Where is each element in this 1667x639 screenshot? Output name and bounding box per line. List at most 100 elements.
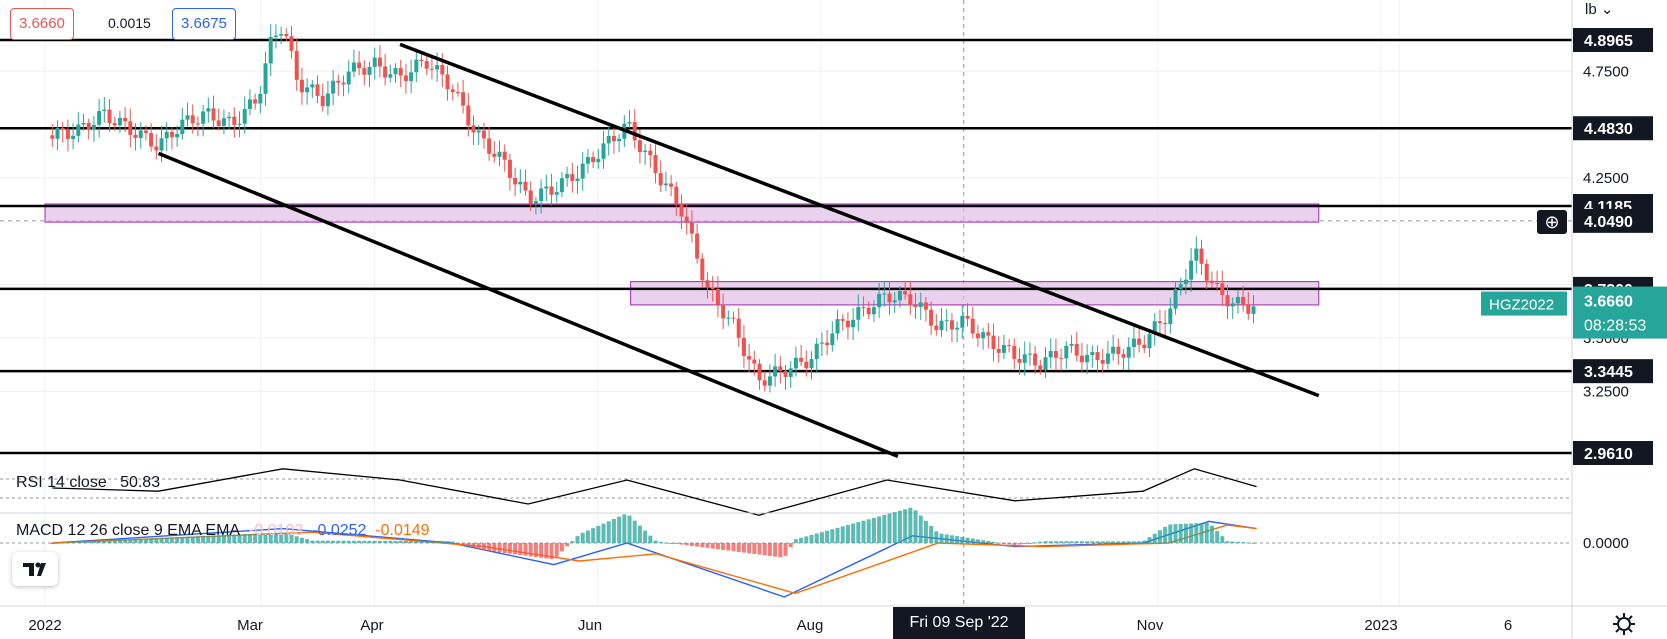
candle-up (268, 36, 273, 64)
price-level-badge (1573, 441, 1653, 465)
macd-histogram-bar (611, 518, 616, 543)
macd-histogram-bar (986, 540, 991, 543)
macd-histogram-bar (648, 535, 653, 543)
macd-histogram-bar (799, 537, 804, 543)
macd-histogram-bar (76, 541, 81, 543)
candle-down (736, 318, 741, 338)
macd-histogram-bar (164, 537, 169, 543)
macd-histogram-bar (580, 532, 585, 543)
macd-histogram-bar (825, 530, 830, 543)
candle-up (814, 343, 819, 359)
candle-down (783, 370, 788, 377)
macd-histogram-bar (975, 539, 980, 543)
candle-up (944, 320, 949, 322)
macd-histogram-bar (1033, 542, 1038, 544)
macd-histogram-bar (882, 514, 887, 543)
candle-down (398, 68, 403, 76)
macd-histogram-bar (554, 543, 559, 557)
candle-up (1043, 357, 1048, 371)
macd-histogram-bar (934, 531, 939, 543)
macd-histogram-bar (237, 534, 242, 543)
candle-down (1116, 346, 1121, 355)
time-tick-label: Mar (237, 617, 263, 634)
candle-down (419, 59, 424, 62)
macd-histogram-bar (1183, 523, 1188, 543)
candle-up (539, 188, 544, 202)
candle-up (1105, 353, 1110, 364)
macd-histogram-bar (466, 543, 471, 546)
candle-down (60, 127, 65, 130)
macd-histogram-bar (247, 533, 252, 543)
rsi-legend: RSI 14 close 50.83 (16, 474, 160, 492)
candle-up (227, 116, 232, 119)
candle-down (1225, 295, 1230, 307)
settings-gear-icon[interactable] (1612, 612, 1636, 636)
candle-up (164, 131, 169, 139)
macd-histogram-bar (102, 540, 107, 543)
candle-down (705, 280, 710, 288)
candle-up (981, 332, 986, 339)
macd-histogram-bar (923, 520, 928, 543)
add-crosshair-icon[interactable]: ⊕ (1537, 210, 1567, 234)
tradingview-logo[interactable] (12, 552, 58, 586)
macd-histogram-bar (700, 543, 705, 548)
macd-histogram-bar (741, 543, 746, 553)
candle-down (840, 319, 845, 321)
candle-down (632, 122, 637, 141)
candle-up (596, 158, 601, 163)
macd-histogram-bar (393, 540, 398, 543)
macd-histogram-bar (133, 539, 138, 543)
candle-down (1199, 248, 1204, 264)
macd-histogram-bar (97, 540, 102, 543)
macd-histogram-bar (705, 543, 710, 548)
macd-histogram-bar (939, 533, 944, 543)
macd-histogram-bar (949, 535, 954, 543)
macd-histogram-bar (679, 543, 684, 545)
candle-up (793, 357, 798, 369)
macd-histogram-bar (86, 541, 91, 543)
candle-down (684, 216, 689, 223)
macd-histogram-bar (289, 534, 294, 543)
macd-histogram-bar (1220, 536, 1225, 543)
macd-histogram-bar (518, 543, 523, 556)
macd-histogram-bar (788, 543, 793, 548)
macd-histogram-bar (414, 541, 419, 543)
candle-up (518, 181, 523, 185)
macd-histogram-bar (1121, 541, 1126, 543)
candle-up (892, 300, 897, 303)
macd-histogram-bar (549, 543, 554, 560)
candle-down (1017, 358, 1022, 363)
macd-histogram-bar (617, 516, 622, 543)
candle-up (1126, 347, 1131, 358)
candle-up (414, 59, 419, 73)
macd-histogram-bar (268, 532, 273, 543)
macd-histogram-bar (1168, 524, 1173, 543)
candle-up (580, 163, 585, 179)
candle-down (86, 123, 91, 130)
candle-down (481, 130, 486, 139)
candle-up (97, 111, 102, 125)
macd-histogram-bar (273, 532, 278, 543)
candle-down (216, 120, 221, 126)
macd-histogram-bar (1090, 541, 1095, 543)
candle-up (325, 93, 330, 107)
candle-down (669, 183, 674, 187)
macd-histogram-bar (221, 535, 226, 543)
candle-up (175, 133, 180, 138)
symbol-tag (1481, 291, 1567, 316)
candle-down (1053, 350, 1058, 358)
candle-up (273, 35, 278, 37)
macd-histogram-bar (585, 530, 590, 543)
bid-price[interactable]: 3.6660 (10, 8, 74, 40)
price-level-label: 3.3445 (1584, 364, 1633, 381)
candle-down (1059, 357, 1064, 359)
ask-price[interactable]: 3.6675 (172, 8, 236, 40)
candle-down (362, 68, 367, 75)
candle-down (1074, 343, 1079, 356)
candle-up (1111, 346, 1116, 354)
candle-down (107, 109, 112, 124)
candle-down (1163, 322, 1168, 325)
unit-selector[interactable]: lb ⌄ (1585, 1, 1614, 18)
